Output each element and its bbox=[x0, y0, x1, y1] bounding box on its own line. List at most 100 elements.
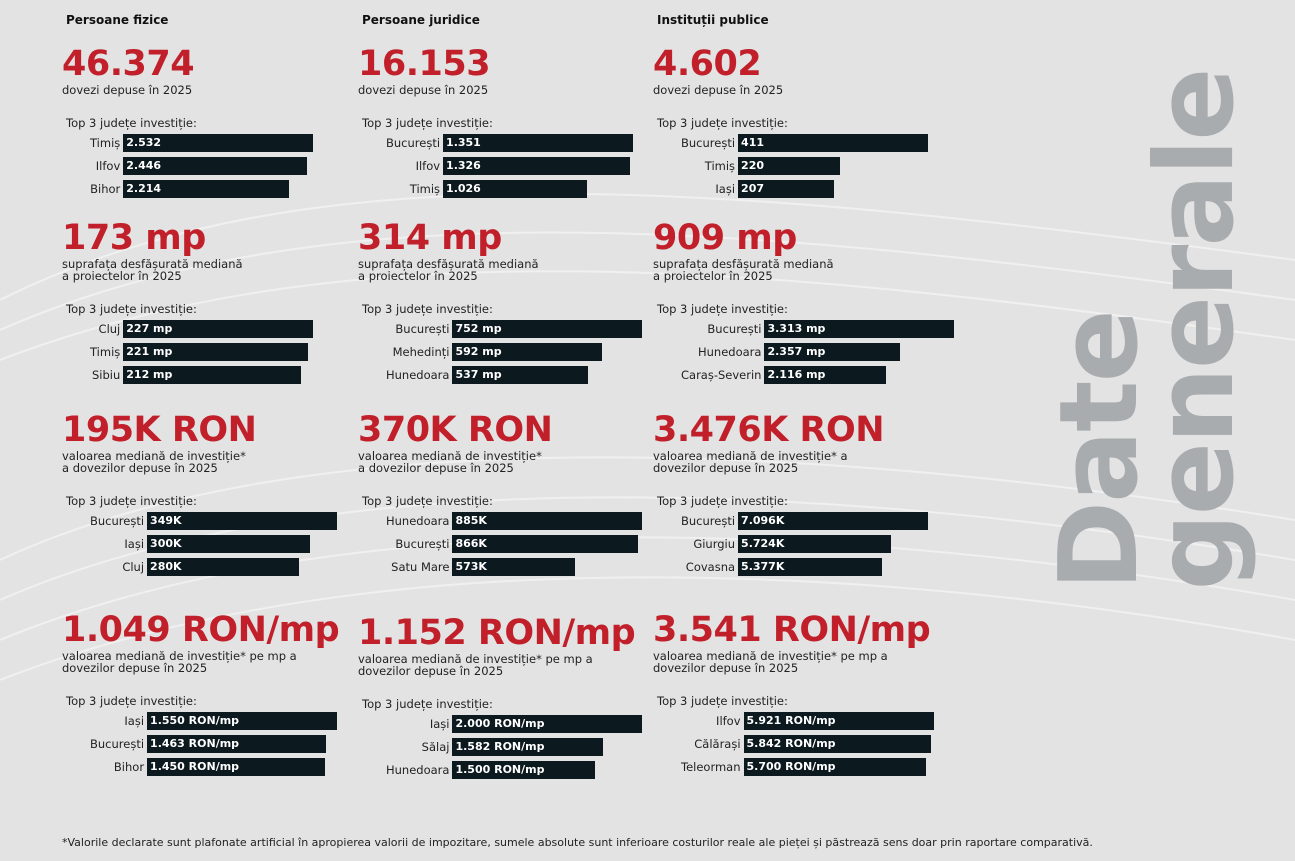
top3-label: Top 3 județe investiție: bbox=[66, 494, 197, 508]
bar-cell: 227 mp bbox=[123, 320, 352, 338]
description: valoarea mediană de investiție* bbox=[62, 449, 246, 463]
bar: 2.446 bbox=[123, 157, 307, 175]
bar: 2.532 bbox=[123, 134, 314, 152]
county-name: Sibiu bbox=[91, 368, 121, 382]
bar: 411 bbox=[738, 134, 929, 152]
bar-cell: 5.700 RON/mp bbox=[743, 758, 943, 776]
county-name: București bbox=[681, 514, 736, 528]
bar: 1.026 bbox=[443, 180, 588, 198]
bar: 2.000 RON/mp bbox=[452, 715, 643, 733]
bar-cell: 411 bbox=[738, 134, 943, 152]
ranking: București 3.313 mp Hunedoara 2.357 mp Caraș-… bbox=[653, 320, 955, 384]
county-name: Ilfov bbox=[716, 714, 741, 728]
big-value: 46.374 bbox=[62, 44, 195, 84]
bar-cell: 1.500 RON/mp bbox=[452, 761, 648, 779]
description: valoarea mediană de investiție* a bbox=[653, 449, 848, 463]
top3-label: Top 3 județe investiție: bbox=[657, 302, 788, 316]
bar-cell: 573K bbox=[452, 558, 648, 576]
bar: 1.500 RON/mp bbox=[452, 761, 595, 779]
county-name: Hunedoara bbox=[386, 368, 450, 382]
description: valoarea mediană de investiție* pe mp a bbox=[358, 652, 593, 666]
stat-section: 3.541 RON/mp valoarea mediană de investiț… bbox=[653, 610, 943, 776]
bar-cell: 1.326 bbox=[443, 157, 648, 175]
bar: 221 mp bbox=[123, 343, 309, 361]
bar: 1.326 bbox=[443, 157, 630, 175]
description: dovezi depuse în 2025 bbox=[653, 83, 784, 97]
bar: 866K bbox=[452, 535, 639, 553]
county-name: Ilfov bbox=[95, 159, 121, 173]
bar-cell: 592 mp bbox=[452, 343, 648, 361]
county-name: Hunedoara bbox=[698, 345, 762, 359]
bar: 1.582 RON/mp bbox=[452, 738, 603, 756]
bar-cell: 5.377K bbox=[738, 558, 943, 576]
county-name: București bbox=[707, 322, 762, 336]
county-name: Mehedinți bbox=[392, 345, 450, 359]
bar-cell: 300K bbox=[147, 535, 352, 553]
description: dovezilor depuse în 2025 bbox=[653, 661, 799, 675]
bar-cell: 280K bbox=[147, 558, 352, 576]
big-value: 173 mp bbox=[62, 218, 206, 258]
county-name: Iași bbox=[124, 714, 145, 728]
county-name: Cluj bbox=[98, 322, 121, 336]
bar: 220 bbox=[738, 157, 840, 175]
bar-cell: 537 mp bbox=[452, 366, 648, 384]
bar-cell: 220 bbox=[738, 157, 943, 175]
big-value: 1.049 RON/mp bbox=[62, 610, 340, 650]
county-name: Timiș bbox=[704, 159, 736, 173]
county-name: Satu Mare bbox=[391, 560, 450, 574]
county-name: Bihor bbox=[113, 760, 145, 774]
bar: 5.700 RON/mp bbox=[743, 758, 927, 776]
top3-label: Top 3 județe investiție: bbox=[66, 694, 197, 708]
description: a dovezilor depuse în 2025 bbox=[62, 461, 218, 475]
stat-section: 173 mp suprafața desfășurată mediană a pro… bbox=[62, 218, 352, 384]
bar: 592 mp bbox=[452, 343, 603, 361]
bar-cell: 1.582 RON/mp bbox=[452, 738, 648, 756]
bar-cell: 2.446 bbox=[123, 157, 352, 175]
big-value: 4.602 bbox=[653, 44, 762, 84]
top3-label: Top 3 județe investiție: bbox=[362, 697, 493, 711]
description: suprafața desfășurată mediană bbox=[653, 257, 834, 271]
ranking: București 349K Iași 300K Cluj 280K bbox=[62, 512, 352, 576]
big-value: 1.152 RON/mp bbox=[358, 613, 636, 653]
bar-cell: 5.842 RON/mp bbox=[743, 735, 943, 753]
county-name: Giurgiu bbox=[693, 537, 736, 551]
stat-section: 195K RON valoarea mediană de investiție* a… bbox=[62, 410, 352, 576]
bar: 207 bbox=[738, 180, 834, 198]
bar-cell: 885K bbox=[452, 512, 648, 530]
ranking: Iași 2.000 RON/mp Sălaj 1.582 RON/mp Hunedoa… bbox=[358, 715, 648, 779]
ranking: București 752 mp Mehedinți 592 mp Hunedoara 5… bbox=[358, 320, 648, 384]
county-name: Ilfov bbox=[415, 159, 441, 173]
bar-cell: 1.550 RON/mp bbox=[147, 712, 352, 730]
bar: 537 mp bbox=[452, 366, 589, 384]
county-name: Sălaj bbox=[421, 740, 450, 754]
ranking: Cluj 227 mp Timiș 221 mp Sibiu 212 mp bbox=[62, 320, 352, 384]
column-heading: Instituții publice bbox=[657, 13, 769, 27]
bar: 885K bbox=[452, 512, 643, 530]
bar: 227 mp bbox=[123, 320, 314, 338]
county-name: Caraș-Severin bbox=[681, 368, 762, 382]
side-title-line: generale bbox=[1133, 69, 1258, 591]
bar-cell: 1.351 bbox=[443, 134, 648, 152]
top3-label: Top 3 județe investiție: bbox=[657, 694, 788, 708]
county-name: Covasna bbox=[685, 560, 736, 574]
description: a proiectelor în 2025 bbox=[358, 269, 478, 283]
bar-cell: 5.921 RON/mp bbox=[743, 712, 943, 730]
bar: 349K bbox=[147, 512, 338, 530]
bar-cell: 3.313 mp bbox=[764, 320, 955, 338]
big-value: 195K RON bbox=[62, 410, 257, 450]
bar: 7.096K bbox=[738, 512, 929, 530]
bar-cell: 221 mp bbox=[123, 343, 352, 361]
side-title: Date generale bbox=[1037, 69, 1258, 591]
description: suprafața desfășurată mediană bbox=[62, 257, 243, 271]
description: valoarea mediană de investiție* bbox=[358, 449, 542, 463]
bar-cell: 2.000 RON/mp bbox=[452, 715, 648, 733]
stat-section: 16.153 dovezi depuse în 2025 Top 3 județe … bbox=[358, 44, 648, 198]
bar: 5.377K bbox=[738, 558, 883, 576]
description: suprafața desfășurată mediană bbox=[358, 257, 539, 271]
bar: 1.463 RON/mp bbox=[147, 735, 327, 753]
ranking: Hunedoara 885K București 866K Satu Mare 573K bbox=[358, 512, 648, 576]
county-name: Călărași bbox=[694, 737, 741, 751]
ranking: Ilfov 5.921 RON/mp Călărași 5.842 RON/mp Tel… bbox=[653, 712, 943, 776]
county-name: Timiș bbox=[90, 136, 121, 150]
